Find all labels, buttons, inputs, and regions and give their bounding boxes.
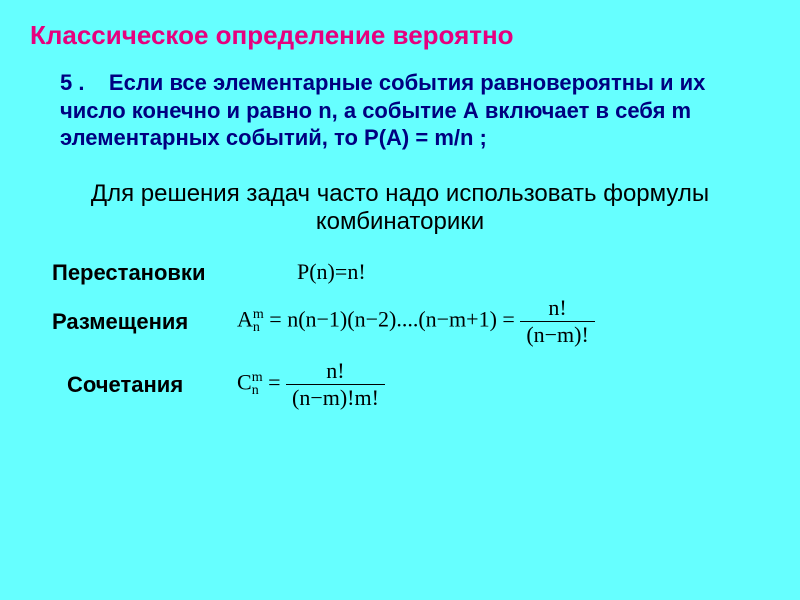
formula-row-combination: Сочетания Cmn = n! (n−m)!m! — [67, 358, 770, 411]
arr-sub: n — [253, 322, 264, 335]
page-title: Классическое определение вероятно — [30, 20, 770, 51]
arr-den: (n−m)! — [520, 322, 595, 348]
formula-permutation: P(n)=n! — [297, 259, 366, 285]
hint-text: Для решения задач часто надо использоват… — [40, 180, 760, 238]
arr-symbol: A — [237, 307, 253, 332]
formula-label: Перестановки — [52, 261, 237, 284]
formula-combination: Cmn = n! (n−m)!m! — [237, 358, 385, 411]
definition-number: 5 . — [60, 70, 84, 95]
comb-symbol: C — [237, 370, 252, 395]
formula-row-arrangement: Размещения Amn = n(n−1)(n−2)....(n−m+1) … — [52, 295, 770, 348]
arr-mid: n(n−1)(n−2)....(n−m+1) — [287, 307, 497, 332]
definition-text: Если все элементарные события равновероя… — [60, 70, 705, 150]
formula-row-permutation: Перестановки P(n)=n! — [52, 259, 770, 285]
comb-den: (n−m)!m! — [286, 385, 385, 411]
perm-lhs: P(n) — [297, 259, 335, 284]
definition-block: 5 . Если все элементарные события равнов… — [30, 69, 770, 152]
formula-label: Сочетания — [67, 373, 237, 396]
comb-sub: n — [252, 385, 263, 398]
formula-label: Размещения — [52, 310, 237, 333]
arr-num: n! — [520, 295, 595, 322]
formula-list: Перестановки P(n)=n! Размещения Amn = n(… — [30, 259, 770, 411]
perm-rhs: n! — [347, 259, 365, 284]
comb-num: n! — [286, 358, 385, 385]
formula-arrangement: Amn = n(n−1)(n−2)....(n−m+1) = n! (n−m)! — [237, 295, 595, 348]
